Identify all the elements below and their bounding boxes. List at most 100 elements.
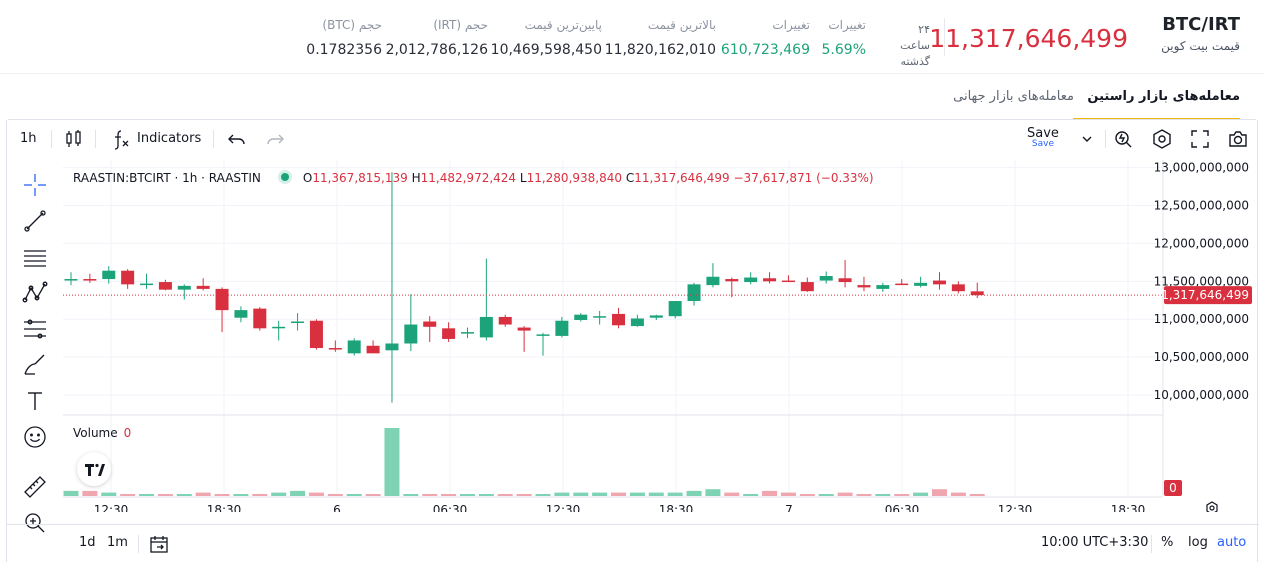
price-tick-label: 12,500,000,000 (1154, 198, 1249, 212)
stat-low: پایین‌ترین قیمت 10,469,598,450 (491, 18, 602, 58)
volume-bar (913, 492, 929, 496)
stat-volume-btc: حجم (BTC) 0.1782356 (306, 18, 382, 58)
volume-bar (837, 492, 853, 496)
pattern-icon[interactable] (22, 280, 48, 306)
candle (253, 307, 267, 331)
pair-subtitle: قیمت بیت کوین (1161, 39, 1240, 53)
candle-body (555, 320, 569, 336)
volume-bar (441, 494, 457, 496)
undo-icon[interactable] (225, 127, 249, 151)
candle (612, 307, 626, 329)
ohlc-legend: RAASTIN:BTCIRT · 1h · RAASTIN O11,367,815… (73, 171, 874, 185)
candle-body (687, 284, 701, 302)
volume-bar (724, 492, 740, 496)
volume-bar (157, 494, 173, 496)
volume-bar (648, 492, 664, 496)
last-price: 11,317,646,499 (929, 24, 1128, 53)
toolbar-divider (213, 130, 214, 148)
candle (366, 340, 380, 354)
volume-bar (743, 494, 759, 496)
camera-icon[interactable] (1226, 127, 1250, 151)
candle-body (612, 313, 626, 326)
volume-bar (101, 492, 117, 496)
range-1m-button[interactable]: 1m (107, 535, 128, 550)
interval-button[interactable]: 1h (20, 131, 37, 146)
candle-body (763, 278, 777, 282)
high-value: 11,482,972,424 (420, 171, 517, 185)
volume-bar (705, 489, 721, 496)
candle (404, 294, 418, 352)
tradingview-logo[interactable] (77, 452, 111, 486)
volume-bar (762, 490, 778, 496)
horizontal-lines-icon[interactable] (22, 244, 48, 270)
fullscreen-icon[interactable] (1188, 127, 1212, 151)
stat-label: حجم (IRT) (433, 18, 488, 32)
candle (800, 277, 814, 292)
volume-bar (667, 492, 683, 496)
candle (725, 277, 739, 298)
candle-body (234, 310, 248, 318)
range-1d-button[interactable]: 1d (79, 535, 96, 550)
candle-body (366, 345, 380, 354)
candle (196, 278, 210, 291)
percent-scale-button[interactable]: % (1161, 535, 1174, 550)
auto-scale-button[interactable]: auto (1217, 535, 1247, 550)
date-range-icon[interactable] (147, 532, 171, 556)
volume-bar (497, 494, 513, 496)
candle-body (781, 280, 795, 283)
quick-search-icon[interactable] (1111, 127, 1135, 151)
candle-body (536, 334, 550, 336)
indicators-button[interactable]: Indicators (137, 131, 202, 146)
chart-widget: 1h Indicators (6, 120, 1259, 562)
candle (291, 313, 305, 331)
trend-line-icon[interactable] (22, 208, 48, 234)
price-chart[interactable]: 10,000,000,000 10,500,000,000 11,000,000,0… (63, 160, 1259, 512)
indicators-icon[interactable] (110, 127, 134, 151)
volume-bar (308, 492, 324, 496)
stat-label: تغییرات (772, 18, 810, 32)
candle (763, 272, 777, 284)
drawing-toolbar (7, 158, 61, 533)
tab-global-market[interactable]: معامله‌های بازار جهانی (953, 89, 1074, 104)
candle-body (649, 315, 663, 318)
candle-body (498, 316, 512, 325)
chevron-down-icon[interactable] (1075, 127, 1099, 151)
candle (857, 276, 871, 292)
volume-bar (176, 494, 192, 496)
settings-icon[interactable] (1150, 127, 1174, 151)
candle-body (876, 285, 890, 289)
timezone-button[interactable]: 10:00 UTC+3:30 (1041, 535, 1149, 550)
time-tick-label: 7 (785, 503, 793, 512)
candle-body (442, 328, 456, 339)
volume-last-tag-label: 0 (1169, 481, 1177, 495)
market-stats-header: BTC/IRT قیمت بیت کوین 11,317,646,499 ۲۴ … (0, 0, 1264, 74)
save-button[interactable]: Save Save (1027, 126, 1059, 149)
candle-body (630, 318, 644, 327)
volume-bar (63, 490, 79, 496)
log-scale-button[interactable]: log (1188, 535, 1208, 550)
candle-body (404, 324, 418, 344)
stat-change-percent: تغییرات 5.69% (822, 18, 866, 58)
brush-icon[interactable] (22, 352, 48, 378)
volume-bar (818, 494, 834, 496)
candle-style-icon[interactable] (62, 127, 86, 151)
tab-raastin-market[interactable]: معامله‌های بازار راستین (1073, 74, 1240, 120)
legend-symbol[interactable]: RAASTIN:BTCIRT · 1h · RAASTIN (73, 171, 261, 185)
candle (649, 314, 663, 320)
fib-icon[interactable] (22, 316, 48, 342)
volume-bar (82, 490, 98, 496)
redo-icon[interactable] (263, 127, 287, 151)
toolbar-divider (51, 130, 52, 148)
candle (895, 279, 909, 286)
emoji-icon[interactable] (22, 424, 48, 450)
text-tool-icon[interactable] (22, 388, 48, 414)
last-price-tag (1164, 286, 1252, 305)
candle-body (706, 276, 720, 286)
stat-volume-irt: حجم (IRT) 2,012,786,126 (386, 18, 488, 58)
candle (876, 282, 890, 292)
zoom-in-icon[interactable] (22, 510, 48, 536)
candle (272, 320, 286, 341)
crosshair-icon[interactable] (22, 172, 48, 198)
ruler-icon[interactable] (22, 474, 48, 500)
